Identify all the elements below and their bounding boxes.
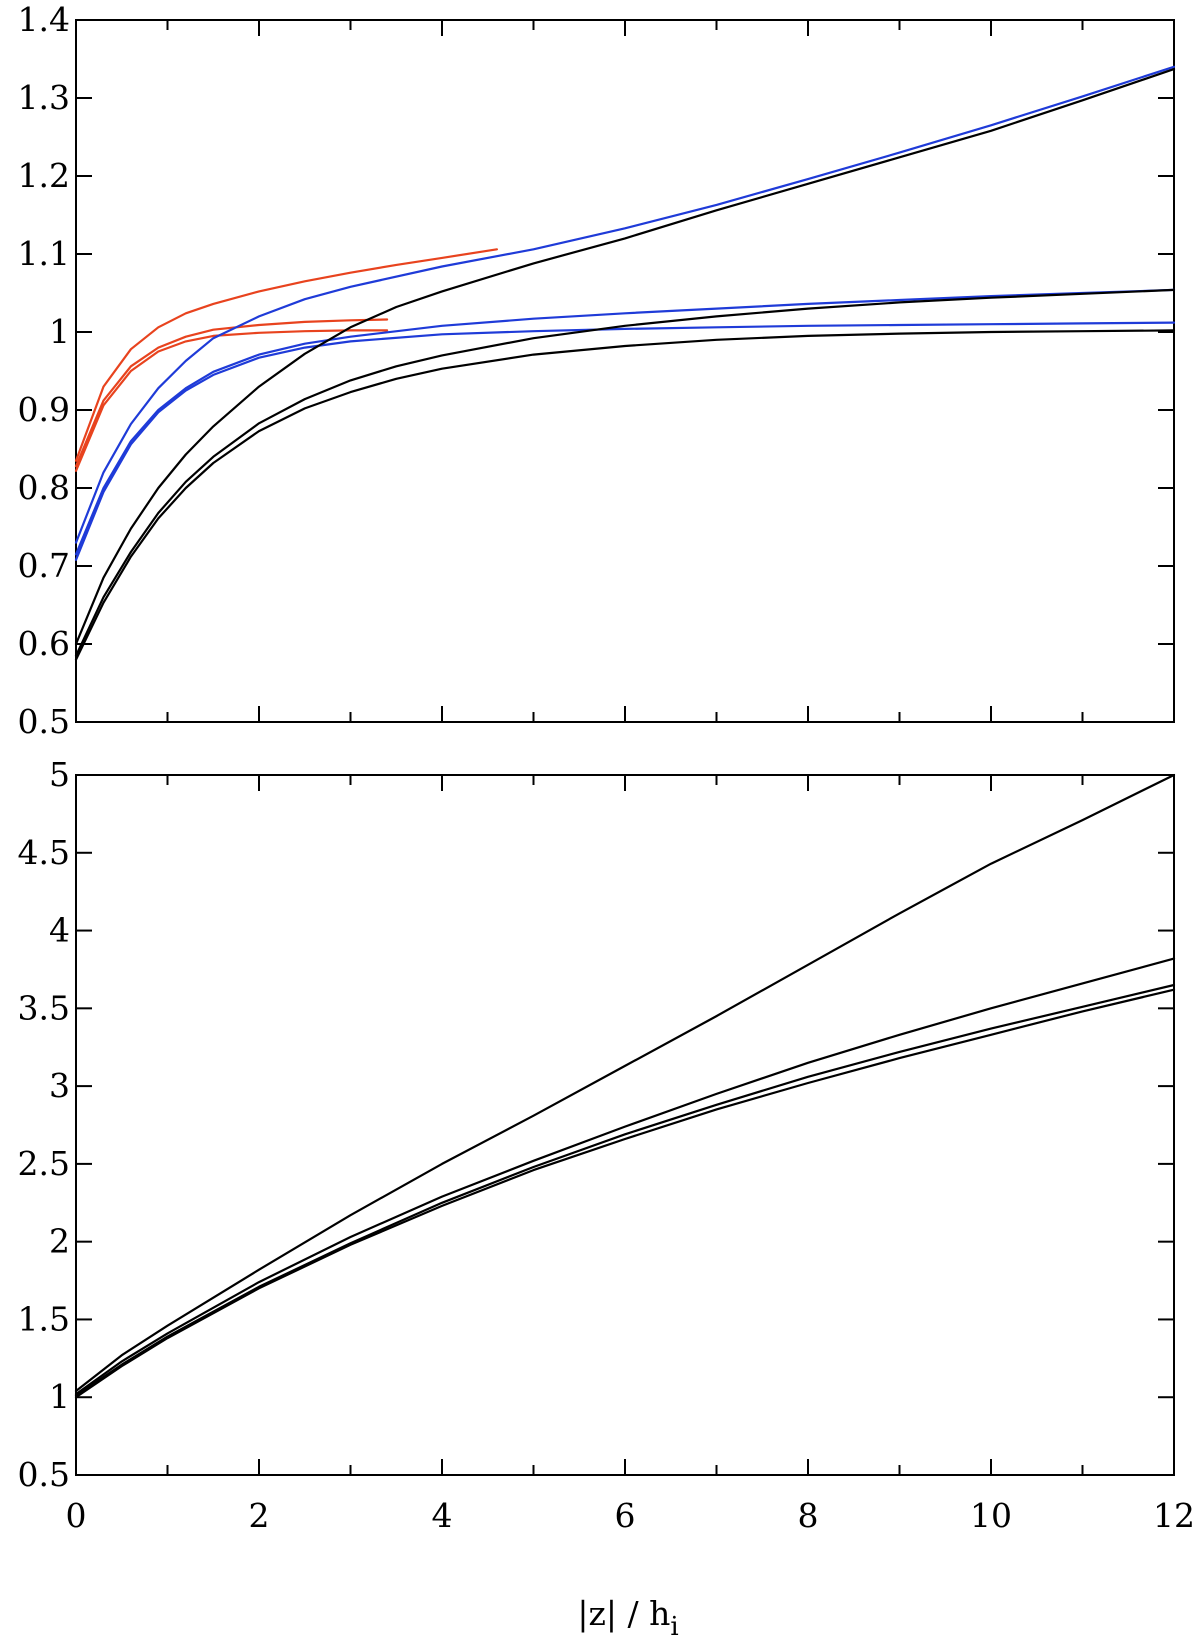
top-series-line-3 — [74, 329, 389, 472]
top-series-line-7 — [74, 68, 1176, 646]
top-y-tick-label: 1.4 — [18, 0, 70, 39]
x-axis-title: |z| / hi — [577, 1594, 678, 1642]
bottom-y-tick-label: 2.5 — [18, 1144, 70, 1183]
bottom-y-tick-label: 4 — [49, 911, 70, 950]
top-series-line-4 — [74, 65, 1176, 544]
top-series-line-8 — [74, 288, 1176, 657]
bottom-y-tick-label: 1.5 — [18, 1299, 70, 1338]
top-series-line-5 — [74, 288, 1176, 556]
bottom-x-tick-label: 0 — [66, 1496, 87, 1535]
bottom-x-tick-label: 2 — [249, 1496, 270, 1535]
bottom-x-tick-label: 12 — [1153, 1496, 1195, 1535]
bottom-plot-frame — [75, 774, 1175, 1476]
x-axis-title-subscript: i — [670, 1612, 678, 1642]
bottom-x-tick-label: 8 — [798, 1496, 819, 1535]
top-y-tick-label: 1 — [49, 312, 70, 351]
top-series-line-9 — [74, 329, 1176, 661]
top-y-tick-label: 0.8 — [18, 468, 70, 507]
top-y-tick-label: 0.9 — [18, 390, 70, 429]
top-series-line-2 — [74, 318, 389, 468]
bottom-y-tick-label: 2 — [49, 1222, 70, 1261]
top-series-line-1 — [74, 248, 498, 462]
bottom-y-tick-label: 5 — [49, 755, 70, 794]
bottom-series-line-1 — [74, 773, 1176, 1393]
bottom-series-line-2 — [74, 957, 1176, 1396]
bottom-x-tick-label: 10 — [970, 1496, 1012, 1535]
bottom-x-tick-label: 6 — [615, 1496, 636, 1535]
top-y-tick-label: 1.2 — [18, 156, 70, 195]
top-y-tick-label: 0.5 — [18, 702, 70, 741]
bottom-y-tick-label: 3.5 — [18, 988, 70, 1027]
bottom-series-line-3 — [74, 983, 1176, 1397]
bottom-x-tick-label: 4 — [432, 1496, 453, 1535]
bottom-series-line-4 — [74, 988, 1176, 1399]
bottom-y-tick-label: 0.5 — [18, 1455, 70, 1494]
bottom-y-tick-label: 4.5 — [18, 833, 70, 872]
top-y-tick-label: 1.1 — [18, 234, 70, 273]
top-y-tick-label: 0.6 — [18, 624, 70, 663]
x-axis-title-main: |z| / h — [577, 1594, 670, 1633]
bottom-y-tick-label: 3 — [49, 1066, 70, 1105]
top-series-line-6 — [74, 321, 1176, 561]
top-y-tick-label: 0.7 — [18, 546, 70, 585]
bottom-panel: 0 2 4 6 8 10 12 0.5 1 1.5 2 2.5 3 3.5 4 4.5 5 — [18, 755, 1195, 1535]
top-y-tick-label: 1.3 — [18, 78, 70, 117]
top-panel: 0.5 0.6 0.7 0.8 0.9 1 1.1 1.2 1.3 1.4 — [18, 0, 1176, 741]
bottom-y-tick-label: 1 — [49, 1377, 70, 1416]
